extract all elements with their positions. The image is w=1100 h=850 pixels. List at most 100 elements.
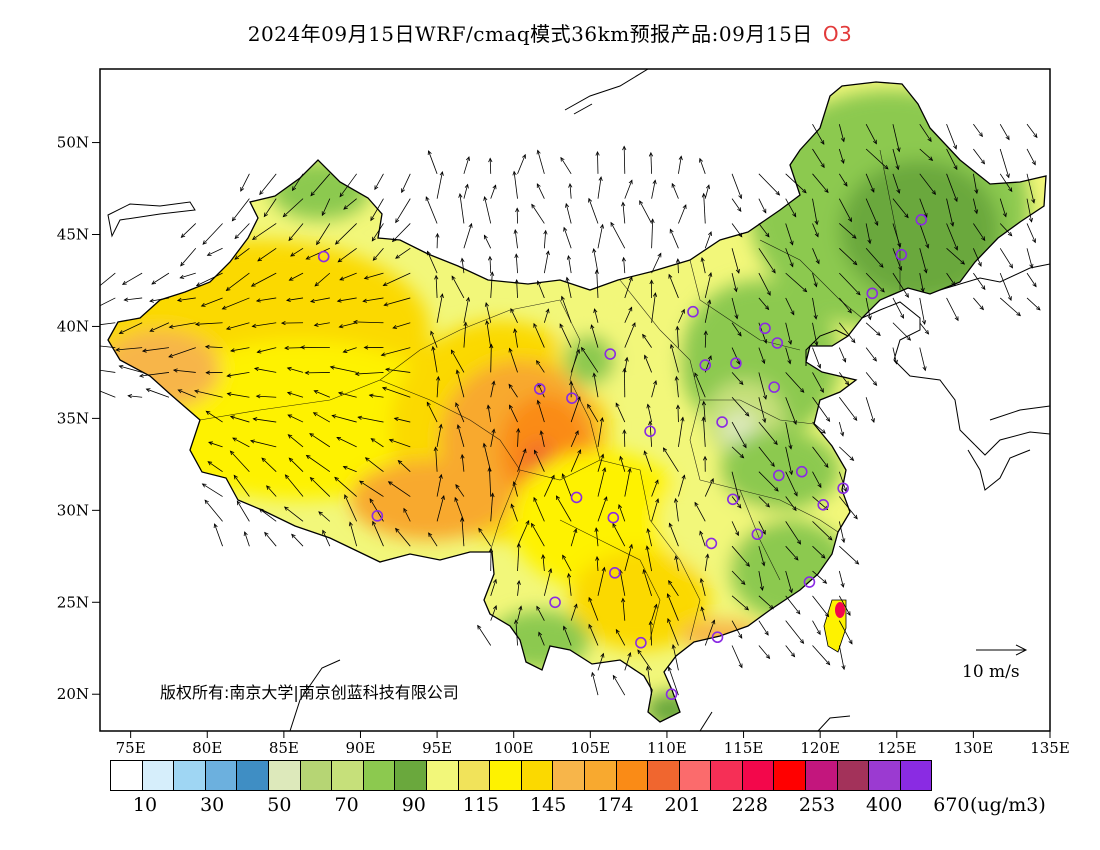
wind-arrow (892, 297, 904, 319)
wind-arrow (758, 397, 767, 424)
wind-arrow (785, 570, 793, 594)
wind-arrow (595, 150, 600, 174)
colorbar-swatch (362, 760, 396, 791)
wind-arrow (543, 568, 553, 596)
wind-arrow (703, 330, 708, 348)
wind-arrow (785, 198, 797, 218)
wind-arrow (205, 410, 223, 423)
colorbar-label: 90 (401, 794, 426, 816)
site-marker (635, 636, 647, 649)
wind-arrow (176, 297, 196, 303)
wind-arrow (700, 606, 706, 621)
wind-arrow (570, 603, 578, 621)
wind-arrow (240, 173, 250, 192)
wind-arrow (865, 173, 875, 193)
wind-arrow (232, 437, 250, 448)
wind-arrow (570, 528, 578, 547)
wind-arrow (458, 192, 465, 224)
wind-arrow (149, 297, 170, 303)
wind-arrow (785, 322, 793, 345)
wind-arrow (731, 421, 747, 449)
colorbar-swatch (394, 760, 427, 791)
wind-arrow (642, 333, 652, 348)
wind-arrow (838, 595, 851, 617)
wind-arrow (562, 625, 572, 646)
wind-arrow (288, 223, 304, 242)
wind-arrow (865, 223, 872, 245)
wind-arrow (597, 176, 603, 199)
wind-arrow (622, 429, 627, 447)
wind-arrow (651, 603, 658, 621)
wind-arrow (450, 349, 465, 373)
wind-arrow (225, 272, 250, 292)
wind-arrow (973, 148, 986, 165)
wind-arrow (999, 272, 1012, 302)
site-marker (915, 213, 928, 226)
wind-arrow (946, 148, 958, 171)
wind-arrow (393, 417, 411, 423)
wind-arrow (357, 415, 384, 423)
wind-arrow (463, 296, 471, 323)
wind-arrow (838, 198, 852, 223)
wind-arrow (704, 619, 716, 646)
wind-arrow (512, 170, 518, 199)
wind-arrow (597, 496, 608, 522)
wind-arrow (515, 207, 520, 224)
wind-arrow (594, 527, 599, 547)
wind-arrow (839, 223, 857, 239)
wind-arrow (785, 272, 808, 293)
wind-arrow (668, 273, 679, 299)
wind-arrow (758, 645, 771, 660)
wind-arrow (483, 196, 492, 224)
wind-arrow (678, 416, 685, 447)
wind-arrow (560, 295, 572, 323)
wind-arrow (999, 123, 1010, 141)
wind-arrow (785, 421, 793, 450)
wind-arrow (510, 503, 518, 522)
wind-arrow (489, 343, 494, 373)
wind-arrow (121, 272, 143, 285)
wind-arrow (115, 347, 143, 352)
wind-arrow (180, 248, 197, 267)
wind-arrow (395, 247, 411, 259)
wind-arrow (731, 595, 750, 611)
wind-arrow (785, 446, 794, 476)
wind-arrow (149, 322, 170, 332)
wind-arrow (395, 198, 411, 224)
wind-arrow (758, 173, 781, 196)
wind-arrow (395, 527, 411, 547)
wind-arrow (785, 645, 796, 658)
wind-arrow (639, 200, 652, 224)
wind-arrow (451, 275, 465, 299)
wind-arrow (100, 390, 116, 398)
wind-arrow (482, 442, 492, 472)
wind-arrow (704, 272, 713, 299)
wind-arrow (485, 319, 492, 348)
wind-arrow (648, 151, 654, 174)
wind-arrow (651, 179, 657, 199)
wind-arrow (180, 223, 197, 238)
wind-arrow (339, 173, 357, 198)
wind-arrow (699, 577, 706, 596)
wind-arrow (731, 396, 750, 417)
wind-arrow (999, 248, 1014, 269)
colorbar-label: 10 (132, 794, 158, 816)
wind-arrow (283, 506, 304, 522)
wind-arrow (177, 389, 196, 398)
wind-arrow (309, 433, 331, 448)
x-tick-label: 95E (422, 739, 452, 757)
site-marker (371, 510, 384, 522)
wind-arrow (699, 530, 706, 547)
wind-arrow (204, 344, 223, 349)
wind-arrow (666, 593, 679, 621)
site-marker (751, 528, 764, 541)
wind-arrow (310, 297, 330, 303)
wind-arrow (123, 297, 143, 302)
wind-arrow (336, 436, 357, 448)
wind-arrow (455, 402, 465, 423)
colorbar-label: 30 (200, 794, 225, 816)
wind-arrow (213, 523, 223, 547)
wind-arrow (624, 306, 633, 323)
wind-arrow (363, 272, 384, 280)
wind-arrow (226, 372, 250, 378)
